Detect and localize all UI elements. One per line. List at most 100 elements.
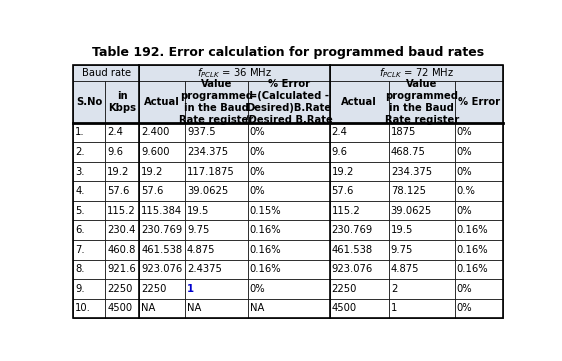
Bar <box>139 123 185 142</box>
Text: 19.2: 19.2 <box>107 166 130 177</box>
Text: 78.125: 78.125 <box>391 186 426 196</box>
Bar <box>389 123 455 142</box>
Bar <box>185 81 248 123</box>
Bar <box>389 279 455 299</box>
Text: 0.16%: 0.16% <box>457 225 488 235</box>
Text: 9.6: 9.6 <box>332 147 347 157</box>
Text: NA: NA <box>187 304 201 313</box>
Bar <box>185 162 248 181</box>
Text: 1.: 1. <box>75 127 85 138</box>
Bar <box>389 260 455 279</box>
Bar <box>105 279 139 299</box>
Text: 19.5: 19.5 <box>187 206 209 216</box>
Bar <box>139 65 329 81</box>
Text: 0.%: 0.% <box>457 186 475 196</box>
Text: 9.600: 9.600 <box>141 147 170 157</box>
Text: 7.: 7. <box>75 245 85 255</box>
Text: 1875: 1875 <box>391 127 416 138</box>
Text: 0%: 0% <box>457 147 473 157</box>
Text: 1: 1 <box>391 304 397 313</box>
Text: 0.15%: 0.15% <box>250 206 281 216</box>
Bar <box>105 240 139 260</box>
Bar <box>105 123 139 142</box>
Text: 39.0625: 39.0625 <box>187 186 228 196</box>
Bar <box>105 221 139 240</box>
Bar <box>74 260 105 279</box>
Bar <box>139 162 185 181</box>
Text: 2250: 2250 <box>141 284 167 294</box>
Bar <box>455 201 502 221</box>
Text: 4500: 4500 <box>332 304 357 313</box>
Text: 4.: 4. <box>75 186 85 196</box>
Bar <box>329 181 389 201</box>
Bar <box>455 260 502 279</box>
Text: 19.2: 19.2 <box>332 166 354 177</box>
Bar <box>248 201 329 221</box>
Text: 230.4: 230.4 <box>107 225 135 235</box>
Text: 115.384: 115.384 <box>141 206 183 216</box>
Text: 2.400: 2.400 <box>141 127 170 138</box>
Bar <box>185 123 248 142</box>
Text: % Error
=(Calculated -
Desired)B.Rate
/Desired B.Rate: % Error =(Calculated - Desired)B.Rate /D… <box>244 79 333 125</box>
Text: 0%: 0% <box>457 127 473 138</box>
Text: 0%: 0% <box>457 284 473 294</box>
Text: Actual: Actual <box>341 97 377 107</box>
Bar <box>389 162 455 181</box>
Bar <box>455 240 502 260</box>
Bar <box>389 240 455 260</box>
Bar <box>105 181 139 201</box>
Text: 4.875: 4.875 <box>391 264 419 274</box>
Text: 2.4: 2.4 <box>107 127 123 138</box>
Bar <box>139 240 185 260</box>
Text: 461.538: 461.538 <box>141 245 183 255</box>
Bar <box>139 260 185 279</box>
Bar <box>74 81 105 123</box>
Bar <box>455 162 502 181</box>
Text: Baud rate: Baud rate <box>82 68 131 78</box>
Text: 6.: 6. <box>75 225 85 235</box>
Bar <box>74 240 105 260</box>
Text: 0.16%: 0.16% <box>250 264 281 274</box>
Text: 9.75: 9.75 <box>391 245 413 255</box>
Bar <box>105 299 139 318</box>
Text: 0.16%: 0.16% <box>457 264 488 274</box>
Text: NA: NA <box>250 304 264 313</box>
Bar <box>185 221 248 240</box>
Bar <box>74 142 105 162</box>
Text: 0%: 0% <box>457 304 473 313</box>
Text: Table 192. Error calculation for programmed baud rates: Table 192. Error calculation for program… <box>92 46 484 59</box>
Bar <box>455 123 502 142</box>
Text: 115.2: 115.2 <box>332 206 360 216</box>
Text: 0.16%: 0.16% <box>250 245 281 255</box>
Text: 0%: 0% <box>250 127 265 138</box>
Text: 57.6: 57.6 <box>141 186 164 196</box>
Bar <box>329 201 389 221</box>
Bar <box>329 142 389 162</box>
Text: 921.6: 921.6 <box>107 264 136 274</box>
Text: 9.75: 9.75 <box>187 225 209 235</box>
Bar <box>248 240 329 260</box>
Bar <box>389 201 455 221</box>
Text: 2250: 2250 <box>332 284 357 294</box>
Bar <box>329 81 389 123</box>
Text: 0%: 0% <box>457 206 473 216</box>
Text: 9.: 9. <box>75 284 85 294</box>
Bar <box>248 162 329 181</box>
Text: NA: NA <box>141 304 156 313</box>
Text: 0%: 0% <box>250 166 265 177</box>
Bar <box>329 221 389 240</box>
Text: 57.6: 57.6 <box>332 186 354 196</box>
Text: 0%: 0% <box>250 147 265 157</box>
Text: S.No: S.No <box>76 97 102 107</box>
Text: 2.4375: 2.4375 <box>187 264 222 274</box>
Text: Actual: Actual <box>144 97 180 107</box>
Bar <box>139 81 185 123</box>
Bar <box>329 260 389 279</box>
Bar <box>329 240 389 260</box>
Bar <box>74 123 105 142</box>
Text: 460.8: 460.8 <box>107 245 135 255</box>
Text: 461.538: 461.538 <box>332 245 373 255</box>
Bar <box>105 162 139 181</box>
Text: Value
programmed
in the Baud
Rate register: Value programmed in the Baud Rate regist… <box>385 79 459 125</box>
Bar <box>74 65 139 81</box>
